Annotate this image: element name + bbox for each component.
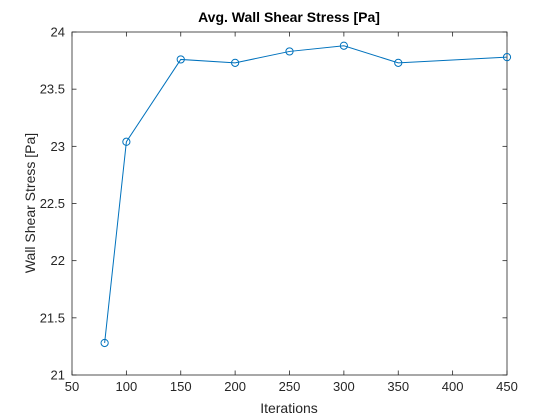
data-point-marker bbox=[122, 137, 131, 146]
plot-area: 50 100 150 200 250 300 350 400 450 21 21.5 22 22.5 23… bbox=[40, 25, 518, 395]
x-tick-label: 450 bbox=[496, 379, 518, 394]
data-point-marker bbox=[176, 55, 185, 64]
y-tick-label: 22.5 bbox=[40, 196, 65, 211]
x-tick-label: 250 bbox=[279, 379, 301, 394]
x-tick-label: 350 bbox=[387, 379, 409, 394]
y-tick-label: 21 bbox=[51, 368, 65, 383]
data-point-marker bbox=[394, 58, 403, 67]
data-point-marker bbox=[339, 41, 348, 50]
chart-title: Avg. Wall Shear Stress [Pa] bbox=[198, 9, 380, 25]
x-tick-label: 400 bbox=[442, 379, 464, 394]
y-tick-label: 21.5 bbox=[40, 310, 65, 325]
x-tick-label: 200 bbox=[224, 379, 246, 394]
x-tick-label: 50 bbox=[65, 379, 79, 394]
x-axis-title: Iterations bbox=[260, 400, 318, 416]
y-axis-title: Wall Shear Stress [Pa] bbox=[22, 133, 38, 273]
y-tick-label: 23 bbox=[51, 139, 65, 154]
x-tick-label: 300 bbox=[333, 379, 355, 394]
series-line bbox=[104, 45, 508, 344]
y-tick-label: 22 bbox=[51, 253, 65, 268]
data-point-marker bbox=[231, 58, 240, 67]
data-point-marker bbox=[502, 53, 512, 62]
y-tick-label: 24 bbox=[51, 25, 65, 40]
data-point-marker bbox=[285, 47, 294, 56]
x-tick-label: 100 bbox=[116, 379, 138, 394]
data-point-marker bbox=[100, 338, 109, 348]
x-tick-label: 150 bbox=[170, 379, 192, 394]
y-tick-label: 23.5 bbox=[40, 82, 65, 97]
